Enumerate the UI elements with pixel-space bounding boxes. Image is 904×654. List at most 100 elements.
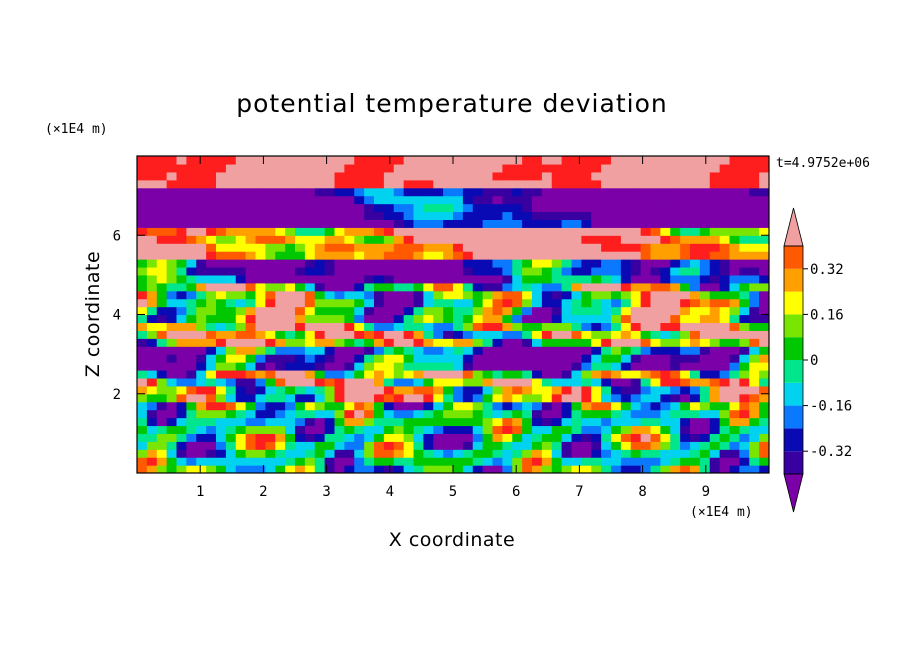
heatmap-cell	[393, 156, 405, 165]
heatmap-cell	[403, 441, 415, 450]
heatmap-cell	[295, 219, 306, 228]
heatmap-cell	[512, 393, 523, 403]
heatmap-cell	[216, 369, 227, 379]
heatmap-cell	[255, 179, 266, 189]
heatmap-cell	[660, 417, 671, 427]
heatmap-cell	[275, 259, 286, 268]
heatmap-cell	[275, 195, 286, 205]
heatmap-cell	[581, 409, 592, 419]
heatmap-cell	[235, 203, 247, 213]
heatmap-cell	[571, 409, 582, 419]
heatmap-cell	[532, 457, 543, 466]
heatmap-cell	[541, 425, 553, 434]
heatmap-cell	[403, 433, 415, 442]
heatmap-cell	[137, 282, 148, 292]
heatmap-cell	[324, 243, 336, 252]
heatmap-cell	[443, 457, 454, 466]
heatmap-cell	[383, 156, 395, 165]
heatmap-cell	[433, 346, 444, 355]
heatmap-cell	[660, 282, 671, 292]
heatmap-cell	[482, 235, 494, 244]
heatmap-cell	[532, 362, 543, 371]
heatmap-cell	[334, 433, 345, 442]
heatmap-cell	[295, 322, 306, 331]
heatmap-cell	[729, 251, 740, 260]
heatmap-cell	[759, 338, 769, 347]
heatmap-cell	[571, 369, 582, 379]
heatmap-cell	[591, 322, 602, 331]
heatmap-cell	[462, 441, 474, 450]
heatmap-cell	[670, 282, 681, 292]
heatmap-cell	[660, 259, 671, 268]
heatmap-cell	[137, 346, 148, 355]
heatmap-cell	[759, 156, 769, 165]
heatmap-cell	[295, 330, 306, 339]
heatmap-cell	[265, 409, 276, 419]
heatmap-cell	[383, 449, 395, 458]
heatmap-cell	[462, 203, 474, 213]
heatmap-cell	[640, 306, 652, 316]
heatmap-cell	[364, 369, 375, 379]
heatmap-cell	[522, 251, 533, 260]
heatmap-cell	[680, 465, 691, 473]
heatmap-cell	[216, 259, 227, 268]
heatmap-cell	[561, 441, 573, 450]
heatmap-cell	[581, 354, 592, 363]
heatmap-cell	[443, 322, 454, 331]
heatmap-cell	[443, 243, 454, 252]
heatmap-cell	[502, 377, 513, 387]
heatmap-cell	[749, 163, 760, 173]
heatmap-cell	[561, 385, 573, 395]
heatmap-cell	[729, 306, 740, 316]
heatmap-cell	[660, 266, 671, 276]
heatmap-cell	[462, 187, 474, 197]
heatmap-cell	[344, 449, 355, 458]
heatmap-cell	[630, 393, 642, 403]
heatmap-cell	[729, 338, 740, 347]
heatmap-cell	[472, 306, 484, 316]
heatmap-cell	[166, 362, 178, 371]
heatmap-cell	[196, 251, 207, 260]
heatmap-cell	[502, 156, 513, 165]
heatmap-cell	[364, 362, 375, 371]
heatmap-cell	[156, 266, 168, 276]
heatmap-cell	[541, 330, 553, 339]
heatmap-cell	[611, 306, 622, 316]
heatmap-cell	[541, 441, 553, 450]
heatmap-cell	[660, 314, 671, 324]
heatmap-cell	[709, 195, 721, 205]
heatmap-cell	[660, 377, 671, 387]
heatmap-cell	[650, 290, 661, 300]
heatmap-cell	[680, 290, 691, 300]
heatmap-cell	[166, 227, 178, 236]
heatmap-cell	[166, 433, 178, 442]
heatmap-cell	[462, 195, 474, 205]
heatmap-cell	[245, 449, 257, 458]
heatmap-cell	[235, 306, 247, 316]
heatmap-cell	[245, 457, 257, 466]
heatmap-cell	[334, 298, 345, 308]
heatmap-cell	[492, 330, 503, 339]
heatmap-cell	[354, 441, 365, 450]
heatmap-cell	[660, 457, 671, 466]
heatmap-cell	[275, 282, 286, 292]
heatmap-cell	[324, 179, 336, 189]
heatmap-cell	[482, 401, 494, 411]
heatmap-cell	[156, 385, 168, 395]
heatmap-cell	[749, 306, 760, 316]
heatmap-cell	[137, 243, 148, 252]
heatmap-cell	[482, 298, 494, 308]
heatmap-cell	[146, 163, 158, 173]
heatmap-cell	[354, 235, 365, 244]
heatmap-cell	[314, 195, 326, 205]
heatmap-cell	[601, 163, 612, 173]
heatmap-cell	[196, 227, 207, 236]
heatmap-cell	[216, 156, 227, 165]
heatmap-cell	[561, 377, 573, 387]
heatmap-cell	[186, 425, 197, 434]
heatmap-cell	[532, 259, 543, 268]
heatmap-cell	[403, 187, 415, 197]
heatmap-cell	[176, 409, 187, 419]
heatmap-cell	[670, 274, 681, 284]
heatmap-cell	[453, 195, 464, 205]
